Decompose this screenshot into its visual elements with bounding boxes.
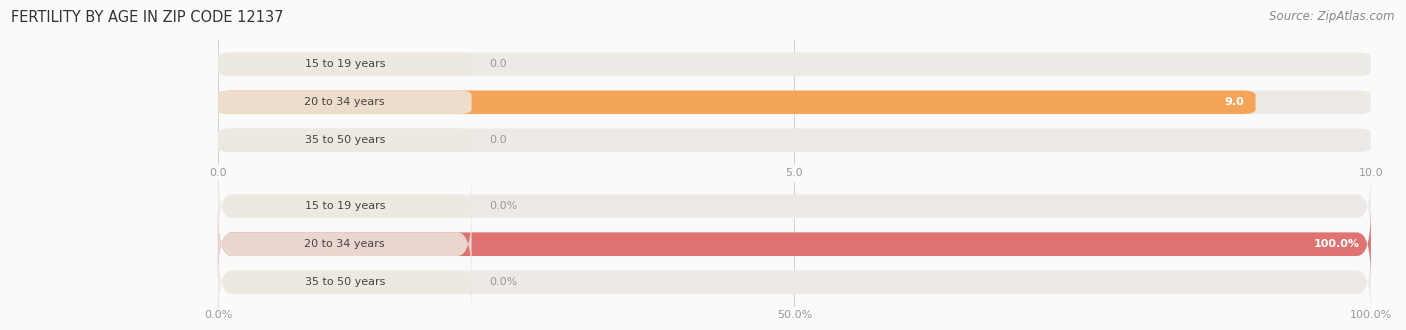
- FancyBboxPatch shape: [218, 128, 471, 152]
- FancyBboxPatch shape: [218, 211, 1371, 278]
- Text: 0.0: 0.0: [489, 135, 506, 145]
- Text: 0.0: 0.0: [489, 59, 506, 69]
- FancyBboxPatch shape: [218, 211, 1371, 278]
- Text: 35 to 50 years: 35 to 50 years: [305, 135, 385, 145]
- FancyBboxPatch shape: [218, 52, 1371, 76]
- Text: 0.0%: 0.0%: [489, 201, 517, 211]
- Text: 100.0%: 100.0%: [1313, 239, 1360, 249]
- Text: 15 to 19 years: 15 to 19 years: [305, 201, 385, 211]
- Text: 20 to 34 years: 20 to 34 years: [305, 97, 385, 107]
- FancyBboxPatch shape: [218, 248, 1371, 316]
- Text: 0.0%: 0.0%: [489, 277, 517, 287]
- FancyBboxPatch shape: [218, 52, 471, 76]
- FancyBboxPatch shape: [218, 211, 471, 278]
- Text: FERTILITY BY AGE IN ZIP CODE 12137: FERTILITY BY AGE IN ZIP CODE 12137: [11, 10, 284, 25]
- FancyBboxPatch shape: [218, 172, 1371, 240]
- FancyBboxPatch shape: [218, 90, 1256, 114]
- Text: 20 to 34 years: 20 to 34 years: [305, 239, 385, 249]
- Text: 9.0: 9.0: [1225, 97, 1244, 107]
- Text: Source: ZipAtlas.com: Source: ZipAtlas.com: [1270, 10, 1395, 23]
- Text: 35 to 50 years: 35 to 50 years: [305, 277, 385, 287]
- FancyBboxPatch shape: [218, 172, 471, 240]
- Text: 15 to 19 years: 15 to 19 years: [305, 59, 385, 69]
- FancyBboxPatch shape: [218, 248, 471, 316]
- FancyBboxPatch shape: [218, 128, 1371, 152]
- FancyBboxPatch shape: [218, 90, 1371, 114]
- FancyBboxPatch shape: [218, 90, 471, 114]
